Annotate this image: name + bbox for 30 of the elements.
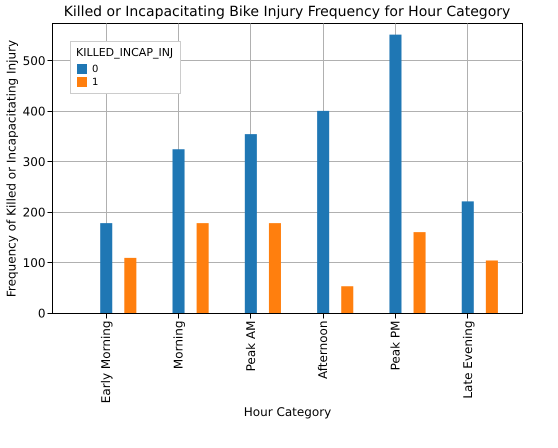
bar [268, 223, 281, 313]
bar [317, 110, 330, 313]
bar [341, 286, 354, 313]
bar [414, 232, 426, 313]
legend-label: 0 [92, 64, 98, 75]
x-tick-label: Morning [172, 320, 186, 370]
y-tick-label: 400 [22, 104, 46, 118]
y-tick-label: 500 [22, 54, 46, 68]
bar [486, 260, 498, 313]
x-tick-label: Peak PM [388, 320, 402, 370]
x-tick-label: Early Morning [99, 320, 114, 404]
y-tick-label: 300 [22, 154, 46, 169]
legend-label: 1 [92, 77, 98, 88]
legend-title: KILLED_INCAP_INJ [76, 46, 174, 59]
y-axis-title: Frequency of Killed or Incapacitating Injury [4, 40, 19, 298]
x-tick-label: Afternoon [316, 320, 330, 379]
bar [389, 34, 402, 313]
y-tick-label: 200 [22, 205, 46, 220]
y-tick-label: 100 [22, 256, 46, 270]
bar [100, 223, 112, 313]
x-axis-title: Hour Category [244, 405, 332, 420]
x-tick-label: Peak AM [244, 320, 258, 372]
bar [462, 201, 474, 313]
chart-title: Killed or Incapacitating Bike Injury Frequency for Hour Category [64, 4, 510, 20]
bar [124, 258, 136, 313]
bar [172, 149, 185, 313]
bar [244, 134, 257, 313]
bar [196, 223, 209, 313]
y-tick-label: 0 [38, 306, 46, 320]
x-tick-label: Late Evening [460, 320, 475, 399]
